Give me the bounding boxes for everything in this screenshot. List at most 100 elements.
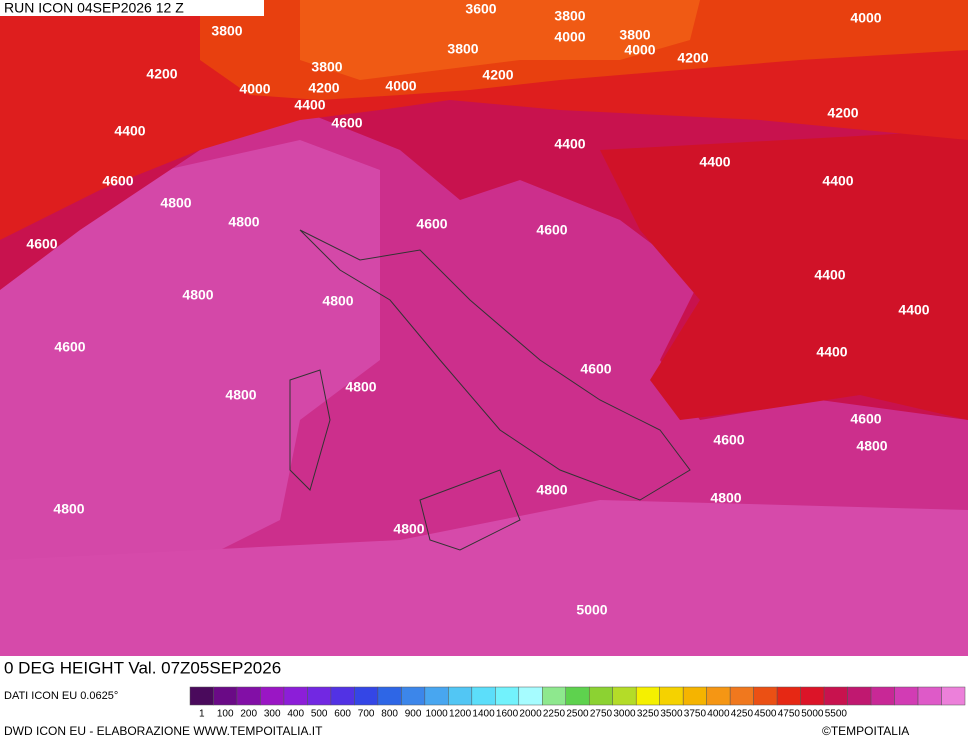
contour-label: 4600: [850, 411, 881, 427]
coastline: [419, 469, 521, 551]
legend-swatch: [776, 686, 801, 706]
contour-label: 4200: [146, 66, 177, 82]
contour-label: 4600: [102, 173, 133, 189]
legend-label: 4750: [778, 709, 801, 720]
legend-swatch: [495, 686, 520, 706]
legend-swatch: [377, 686, 402, 706]
legend-swatch: [870, 686, 895, 706]
legend-swatch: [448, 686, 473, 706]
contour-label: 4000: [624, 42, 655, 58]
legend-swatch: [612, 686, 637, 706]
contour-label: 4600: [331, 115, 362, 131]
legend-swatch: [401, 686, 426, 706]
legend-label: 1: [199, 709, 205, 720]
contour-label: 4000: [850, 10, 881, 26]
contour-label: 4400: [814, 267, 845, 283]
red-zone: [600, 130, 968, 420]
legend-label: 5000: [801, 709, 824, 720]
contour-label: 4000: [385, 78, 416, 94]
legend-label: 100: [217, 709, 234, 720]
legend-label: 600: [334, 709, 351, 720]
contour-label: 4800: [322, 293, 353, 309]
legend-label: 3250: [637, 709, 660, 720]
contour-label: 4200: [827, 105, 858, 121]
legend-swatch: [659, 686, 684, 706]
legend-label: 3500: [660, 709, 683, 720]
legend-label: 3000: [613, 709, 636, 720]
coastline: [289, 369, 331, 491]
contour-label: 4600: [536, 222, 567, 238]
contour-label: 4800: [225, 387, 256, 403]
legend-swatch: [354, 686, 379, 706]
sea-region: [0, 140, 380, 560]
run-label: RUN ICON 04SEP2026 12 Z: [4, 0, 184, 16]
legend-label: 200: [240, 709, 257, 720]
legend-swatch: [236, 686, 261, 706]
copyright: ©TEMPOITALIA: [822, 724, 909, 738]
legend-label: 700: [358, 709, 375, 720]
contour-label: 4600: [580, 361, 611, 377]
legend-swatch: [635, 686, 660, 706]
contour-label: 4600: [26, 236, 57, 252]
legend-swatch: [682, 686, 707, 706]
legend-label: 300: [264, 709, 281, 720]
legend-swatch: [213, 686, 238, 706]
legend-label: 2500: [566, 709, 589, 720]
coastline: [299, 229, 691, 501]
contour-label: 3800: [619, 27, 650, 43]
legend-swatch: [847, 686, 872, 706]
sea-region: [0, 500, 968, 656]
contour-label: 3800: [447, 41, 478, 57]
contour-label: 4200: [308, 80, 339, 96]
credit: DWD ICON EU - ELABORAZIONE WWW.TEMPOITAL…: [4, 724, 323, 738]
contour-label: 4400: [114, 123, 145, 139]
contour-label: 4600: [713, 432, 744, 448]
contour-label: 4400: [294, 97, 325, 113]
legend-label: 1000: [425, 709, 448, 720]
contour-label: 3800: [211, 23, 242, 39]
legend-swatch: [917, 686, 942, 706]
legend-label: 400: [287, 709, 304, 720]
contour-label: 4600: [416, 216, 447, 232]
legend-swatch: [729, 686, 754, 706]
legend-swatch: [823, 686, 848, 706]
legend-label: 2750: [590, 709, 613, 720]
contour-label: 4400: [898, 302, 929, 318]
legend-swatch: [894, 686, 919, 706]
legend-label: 2250: [543, 709, 566, 720]
contour-label: 3800: [311, 59, 342, 75]
legend-swatch: [753, 686, 778, 706]
legend-label: 4000: [707, 709, 730, 720]
legend-label: 1200: [449, 709, 472, 720]
contour-label: 4800: [182, 287, 213, 303]
contour-label: 5000: [576, 602, 607, 618]
contour-label: 5000: [412, 667, 443, 683]
contour-label: 4800: [930, 665, 961, 681]
legend-label: 1400: [472, 709, 495, 720]
contour-label: 4800: [710, 490, 741, 506]
legend-label: 500: [311, 709, 328, 720]
legend-swatch: [471, 686, 496, 706]
contour-label: 4400: [822, 173, 853, 189]
map-title: 0 DEG HEIGHT Val. 07Z05SEP2026: [4, 658, 281, 677]
contour-label: 4200: [482, 67, 513, 83]
contour-label: 4800: [160, 195, 191, 211]
legend-swatch: [283, 686, 308, 706]
contour-label: 4800: [393, 521, 424, 537]
run-box: [0, 0, 264, 16]
legend-label: 2000: [519, 709, 542, 720]
legend-swatch: [424, 686, 449, 706]
legend-swatch: [542, 686, 567, 706]
legend-swatch: [800, 686, 825, 706]
contour-label: 4400: [699, 154, 730, 170]
legend-swatch: [518, 686, 543, 706]
contour-label: 3600: [465, 1, 496, 17]
contour-label: 4400: [554, 136, 585, 152]
source: DATI ICON EU 0.0625°: [4, 690, 118, 702]
legend-label: 1600: [496, 709, 519, 720]
legend-label: 800: [381, 709, 398, 720]
legend-label: 3750: [684, 709, 707, 720]
legend: 1 100 200 300 400 500 600 700 800 900 1000 1200 1400…: [189, 686, 966, 720]
